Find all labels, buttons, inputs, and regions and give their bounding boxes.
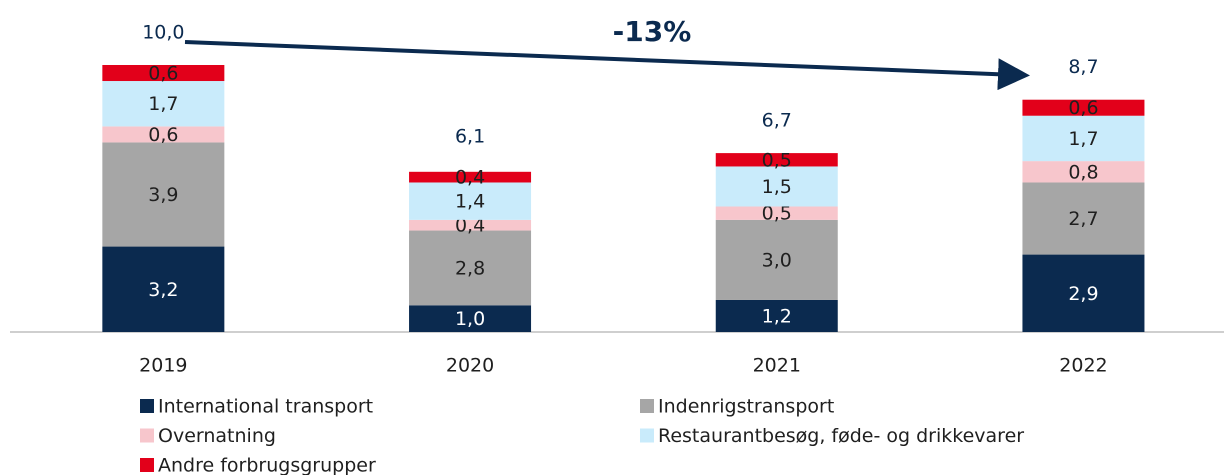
total-label: 6,7 [762, 110, 792, 132]
trend-arrow [184, 40, 1030, 91]
bar-segment [102, 65, 225, 82]
legend-swatch [640, 399, 654, 413]
bar-segment [102, 142, 225, 247]
legend-swatch [140, 458, 154, 472]
bar-segment [1022, 161, 1145, 183]
total-label: 10,0 [142, 22, 184, 44]
bar-label: 3,2 [148, 279, 178, 301]
total-label: 8,7 [1068, 56, 1098, 78]
bar-label: 0,4 [455, 167, 485, 189]
bar-segment [715, 153, 838, 167]
bar-segment [409, 171, 532, 183]
bar-segment [1022, 254, 1145, 332]
bar-label: 1,7 [1068, 128, 1098, 150]
bar-segment [409, 230, 532, 306]
bar-segment [409, 305, 532, 332]
bar-label: 3,0 [762, 249, 792, 271]
bar-label: 0,6 [148, 63, 178, 85]
legend-swatch [640, 428, 654, 443]
legend-label: International transport [158, 396, 373, 418]
bar-segment [409, 219, 532, 231]
bar-segment [1022, 182, 1145, 255]
bar-segment [102, 81, 225, 127]
bar-label: 2,8 [455, 257, 485, 279]
bar-label: 2,7 [1068, 208, 1098, 230]
legend-label: Indenrigstransport [658, 396, 834, 418]
bar-segment [102, 246, 225, 332]
bar-label: 0,4 [455, 215, 485, 237]
bar-label: 1,2 [762, 305, 792, 327]
bar-label: 1,5 [762, 176, 792, 198]
bar-segment [715, 206, 838, 220]
bar-label: 0,5 [762, 149, 792, 171]
bar-segment [409, 182, 532, 220]
bar-segment [715, 299, 838, 332]
x-tick-label: 2020 [446, 355, 494, 377]
bar-segment [715, 219, 838, 300]
bar-label: 0,6 [148, 124, 178, 146]
bar-label: 2,9 [1068, 283, 1098, 305]
bar-segment [1022, 115, 1145, 162]
annotation: -13% [613, 15, 692, 48]
legend-swatch [140, 399, 154, 413]
total-label: 6,1 [455, 126, 485, 148]
legend-swatch [140, 428, 154, 443]
bar-label: 0,8 [1068, 161, 1098, 183]
bar-label: 1,4 [455, 191, 485, 213]
bar-segment [715, 166, 838, 207]
bar-label: 3,9 [148, 184, 178, 206]
x-tick-label: 2019 [139, 355, 187, 377]
legend-label: Andre forbrugsgrupper [158, 455, 376, 475]
bar-label: 1,7 [148, 93, 178, 115]
x-tick-label: 2021 [753, 355, 801, 377]
x-tick-label: 2022 [1059, 355, 1107, 377]
bar-segment [1022, 99, 1145, 116]
bar-segment [102, 126, 225, 143]
bar-label: 0,6 [1068, 97, 1098, 119]
legend-label: Overnatning [158, 425, 276, 447]
bar-label: 0,5 [762, 203, 792, 225]
bar-label: 1,0 [455, 308, 485, 330]
legend-label: Restaurantbesøg, føde- og drikkevarer [658, 425, 1024, 447]
